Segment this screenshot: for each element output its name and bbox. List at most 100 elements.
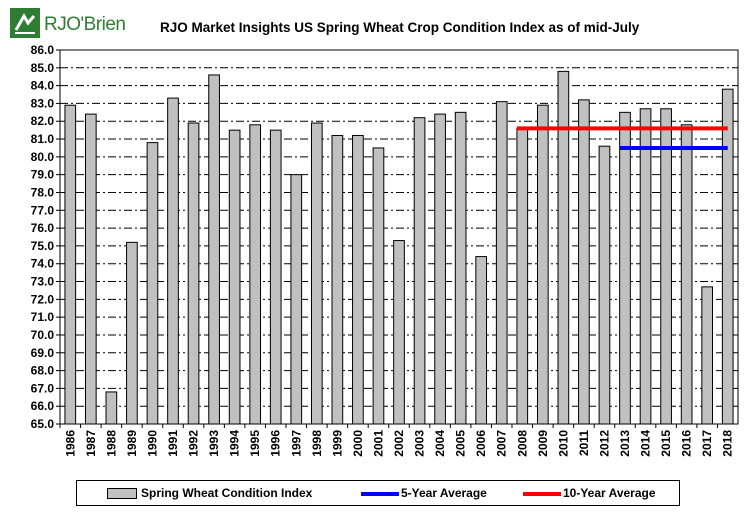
x-tick-label: 2005 xyxy=(454,430,468,457)
bar-1991 xyxy=(167,97,179,425)
x-tick-label: 1989 xyxy=(125,430,139,457)
bar-2002 xyxy=(393,240,405,425)
bar-2016 xyxy=(680,124,693,425)
bar-1996 xyxy=(269,129,282,425)
x-tick-label: 1996 xyxy=(269,430,283,457)
x-tick-label: 2014 xyxy=(639,430,653,457)
bar-1990 xyxy=(146,142,159,425)
bar-2018 xyxy=(721,88,734,425)
y-tick-label: 70.0 xyxy=(31,328,55,342)
y-tick-label: 76.0 xyxy=(31,221,55,235)
average-lines xyxy=(516,126,728,150)
x-tick-label: 2007 xyxy=(495,430,509,457)
x-tick-label: 2003 xyxy=(413,430,427,457)
bar-2009 xyxy=(536,104,549,425)
legend-item-5yr-average: 5-Year Average xyxy=(361,486,487,500)
y-tick-label: 67.0 xyxy=(31,381,55,395)
x-tick-label: 2000 xyxy=(351,430,365,457)
legend-item-condition-index: Spring Wheat Condition Index xyxy=(107,486,312,500)
bar-2010 xyxy=(557,70,570,425)
bar-1999 xyxy=(331,134,344,425)
legend-red-line-swatch xyxy=(523,491,561,496)
bar-1995 xyxy=(249,124,262,425)
x-tick-label: 2009 xyxy=(536,430,550,457)
x-tick-label: 1995 xyxy=(248,430,262,457)
y-tick-label: 85.0 xyxy=(31,61,55,75)
y-tick-label: 71.0 xyxy=(31,310,55,324)
legend-label-condition-index: Spring Wheat Condition Index xyxy=(141,486,313,500)
bar-2015 xyxy=(660,108,672,425)
plot-frame xyxy=(59,49,739,425)
bar-2007 xyxy=(495,101,508,425)
x-axis-ticks: 1986 1987 1988 1989 1990 1991 1992 1993 1994 1995… xyxy=(59,424,735,457)
logo-text: RJO'Brien xyxy=(44,14,126,35)
y-tick-label: 66.0 xyxy=(31,399,55,413)
y-tick-label: 78.0 xyxy=(31,185,55,199)
bar-2006 xyxy=(475,256,488,425)
y-tick-label: 69.0 xyxy=(31,346,55,360)
bar-1994 xyxy=(228,129,241,425)
x-tick-label: 1992 xyxy=(187,430,201,457)
rjo-brien-logo: RJO'Brien xyxy=(8,6,158,40)
y-tick-label: 77.0 xyxy=(31,203,55,217)
x-tick-label: 2012 xyxy=(597,430,611,457)
bar-2001 xyxy=(372,147,385,425)
legend-item-10yr-average: 10-Year Average xyxy=(523,486,656,500)
bar-1997 xyxy=(290,174,303,425)
legend-label-5yr-average: 5-Year Average xyxy=(401,486,487,500)
y-tick-label: 83.0 xyxy=(31,96,55,110)
y-tick-label: 73.0 xyxy=(31,275,55,289)
bar-1998 xyxy=(310,122,323,425)
y-tick-label: 65.0 xyxy=(31,417,55,431)
bar-1988 xyxy=(105,391,118,425)
x-tick-label: 1987 xyxy=(84,430,98,457)
bar-1986 xyxy=(64,104,77,425)
y-tick-label: 75.0 xyxy=(31,239,55,253)
chart-canvas: 65.0 66.0 67.0 68.0 69.0 70.0 71.0 72.0 73.0 74.0… xyxy=(31,43,739,457)
y-tick-label: 86.0 xyxy=(31,43,55,57)
x-tick-label: 1988 xyxy=(104,430,118,457)
y-tick-label: 72.0 xyxy=(31,292,55,306)
legend-blue-line-swatch xyxy=(361,491,399,496)
y-tick-label: 80.0 xyxy=(31,150,55,164)
y-axis-ticks: 65.0 66.0 67.0 68.0 69.0 70.0 71.0 72.0 73.0 74.0… xyxy=(31,43,60,431)
x-tick-label: 2016 xyxy=(680,430,694,457)
legend: Spring Wheat Condition Index 5-Year Aver… xyxy=(76,480,680,506)
bars xyxy=(64,70,734,425)
legend-label-10yr-average: 10-Year Average xyxy=(563,486,656,500)
y-tick-label: 74.0 xyxy=(31,257,55,271)
x-tick-label: 2011 xyxy=(577,430,591,456)
bar-2008 xyxy=(516,127,529,425)
y-tick-label: 81.0 xyxy=(31,132,55,146)
bar-2004 xyxy=(434,113,446,425)
bar-2011 xyxy=(578,99,590,425)
x-tick-label: 2018 xyxy=(721,430,735,457)
x-tick-label: 1986 xyxy=(63,430,77,457)
chart-title: RJO Market Insights US Spring Wheat Crop… xyxy=(160,20,640,35)
bar-2012 xyxy=(598,145,611,425)
x-tick-label: 1999 xyxy=(330,430,344,457)
bar-1993 xyxy=(208,74,220,425)
y-tick-label: 68.0 xyxy=(31,364,55,378)
bar-1992 xyxy=(187,122,200,425)
bar-1989 xyxy=(126,241,138,425)
bar-2017 xyxy=(701,286,714,425)
y-tick-label: 82.0 xyxy=(31,114,55,128)
x-tick-label: 2006 xyxy=(474,430,488,457)
bar-1987 xyxy=(84,113,97,425)
x-tick-label: 1997 xyxy=(289,430,303,457)
x-tick-label: 1991 xyxy=(166,430,180,457)
legend-bar-swatch xyxy=(107,488,137,500)
x-tick-label: 1993 xyxy=(207,430,221,457)
x-tick-label: 2010 xyxy=(556,430,570,457)
x-tick-label: 2008 xyxy=(515,430,529,457)
x-tick-label: 2013 xyxy=(618,430,632,457)
bar-2005 xyxy=(454,111,467,425)
x-tick-label: 2001 xyxy=(371,430,385,457)
y-tick-label: 84.0 xyxy=(31,79,55,93)
y-tick-label: 79.0 xyxy=(31,168,55,182)
x-tick-label: 2002 xyxy=(392,430,406,457)
logo-mark-icon xyxy=(10,8,40,38)
x-tick-label: 1994 xyxy=(228,430,242,457)
bar-2000 xyxy=(352,134,364,425)
